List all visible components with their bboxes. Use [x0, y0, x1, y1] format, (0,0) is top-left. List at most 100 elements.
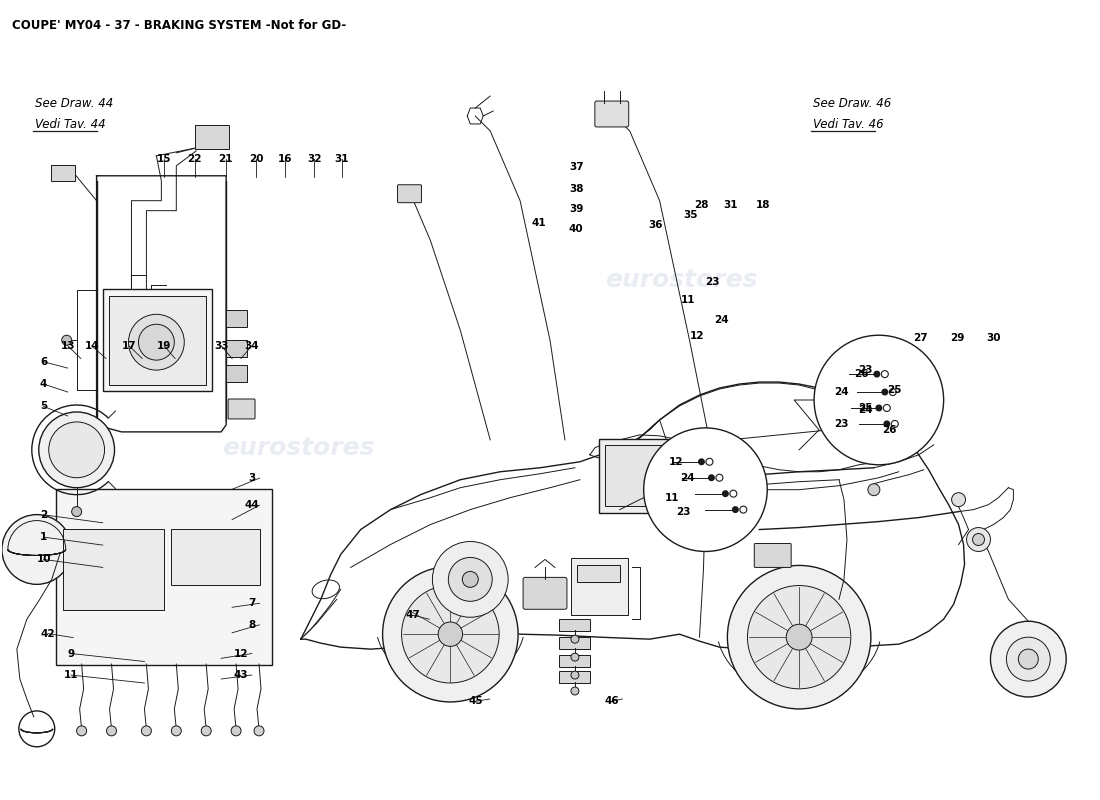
FancyBboxPatch shape	[170, 529, 260, 585]
Text: 43: 43	[233, 670, 249, 680]
Text: COUPE' MY04 - 37 - BRAKING SYSTEM -Not for GD-: COUPE' MY04 - 37 - BRAKING SYSTEM -Not f…	[12, 19, 346, 32]
Text: 11: 11	[664, 493, 679, 502]
Text: 12: 12	[233, 649, 249, 658]
Text: 47: 47	[406, 610, 420, 620]
Text: 23: 23	[676, 506, 691, 517]
Circle shape	[231, 726, 241, 736]
Text: 16: 16	[277, 154, 292, 164]
Text: 3: 3	[249, 473, 255, 483]
Circle shape	[432, 542, 508, 618]
Text: 9: 9	[67, 649, 75, 658]
Circle shape	[172, 726, 182, 736]
Text: 41: 41	[531, 218, 547, 228]
Text: 37: 37	[569, 162, 584, 172]
Text: 14: 14	[85, 341, 99, 350]
Text: 22: 22	[188, 154, 202, 164]
FancyBboxPatch shape	[560, 670, 591, 682]
FancyBboxPatch shape	[598, 439, 685, 513]
FancyBboxPatch shape	[195, 125, 229, 149]
Text: 36: 36	[648, 220, 662, 230]
Text: 24: 24	[834, 387, 848, 397]
Text: 23: 23	[858, 365, 873, 374]
FancyBboxPatch shape	[397, 185, 421, 202]
Text: 46: 46	[604, 696, 618, 706]
Text: eurostores: eurostores	[221, 436, 374, 460]
FancyBboxPatch shape	[571, 558, 628, 615]
Text: eurostores: eurostores	[605, 269, 758, 293]
Text: 32: 32	[307, 154, 321, 164]
Circle shape	[814, 335, 944, 465]
FancyBboxPatch shape	[605, 446, 679, 506]
Circle shape	[722, 490, 729, 497]
Text: 4: 4	[40, 379, 47, 389]
Text: 39: 39	[569, 204, 583, 214]
FancyBboxPatch shape	[51, 165, 75, 181]
Circle shape	[708, 474, 715, 482]
Circle shape	[571, 635, 579, 643]
Text: 34: 34	[244, 341, 260, 350]
Circle shape	[883, 405, 890, 411]
Text: 38: 38	[569, 184, 584, 194]
FancyBboxPatch shape	[560, 654, 591, 666]
Text: 33: 33	[213, 341, 229, 350]
Text: 12: 12	[669, 457, 683, 466]
Circle shape	[727, 566, 871, 709]
FancyBboxPatch shape	[226, 310, 246, 326]
Circle shape	[62, 335, 72, 345]
Text: 17: 17	[122, 341, 136, 350]
Circle shape	[881, 370, 889, 378]
Circle shape	[891, 421, 899, 427]
Circle shape	[201, 726, 211, 736]
Circle shape	[438, 622, 462, 646]
Text: 24: 24	[680, 473, 695, 482]
Text: 25: 25	[887, 386, 902, 395]
Text: 24: 24	[714, 315, 728, 326]
Circle shape	[462, 571, 478, 587]
Text: 23: 23	[834, 419, 848, 429]
FancyBboxPatch shape	[226, 365, 246, 382]
Circle shape	[107, 726, 117, 736]
Text: 6: 6	[40, 357, 47, 366]
Circle shape	[449, 558, 492, 602]
Text: 28: 28	[694, 200, 708, 210]
Circle shape	[881, 389, 889, 395]
Text: 23: 23	[705, 277, 719, 287]
Circle shape	[786, 624, 812, 650]
Circle shape	[402, 586, 499, 683]
Circle shape	[644, 428, 767, 551]
Text: 27: 27	[913, 333, 927, 343]
FancyBboxPatch shape	[524, 578, 567, 610]
Text: 31: 31	[724, 200, 738, 210]
Circle shape	[571, 653, 579, 661]
Text: Vedi Tav. 46: Vedi Tav. 46	[813, 118, 883, 131]
Text: See Draw. 44: See Draw. 44	[35, 97, 113, 110]
Circle shape	[142, 726, 152, 736]
Circle shape	[889, 389, 896, 395]
Circle shape	[1006, 637, 1050, 681]
Text: 19: 19	[157, 341, 172, 350]
Text: Vedi Tav. 44: Vedi Tav. 44	[35, 118, 106, 131]
Circle shape	[77, 726, 87, 736]
Circle shape	[990, 622, 1066, 697]
Text: 26: 26	[854, 369, 868, 379]
FancyBboxPatch shape	[63, 529, 164, 610]
Text: 44: 44	[244, 500, 260, 510]
FancyBboxPatch shape	[755, 543, 791, 567]
Text: 45: 45	[469, 696, 483, 706]
Text: 10: 10	[36, 554, 51, 565]
Text: 5: 5	[40, 402, 47, 411]
Circle shape	[706, 458, 713, 466]
Circle shape	[740, 506, 747, 513]
Text: 8: 8	[249, 620, 255, 630]
Circle shape	[873, 370, 880, 378]
Text: 35: 35	[683, 210, 697, 220]
Text: 31: 31	[334, 154, 349, 164]
Text: 20: 20	[249, 154, 264, 164]
Circle shape	[716, 474, 723, 482]
Text: See Draw. 46: See Draw. 46	[813, 97, 891, 110]
Text: 7: 7	[249, 598, 255, 608]
Text: 1: 1	[40, 532, 47, 542]
Text: 2: 2	[40, 510, 47, 520]
Circle shape	[139, 324, 174, 360]
Circle shape	[571, 671, 579, 679]
